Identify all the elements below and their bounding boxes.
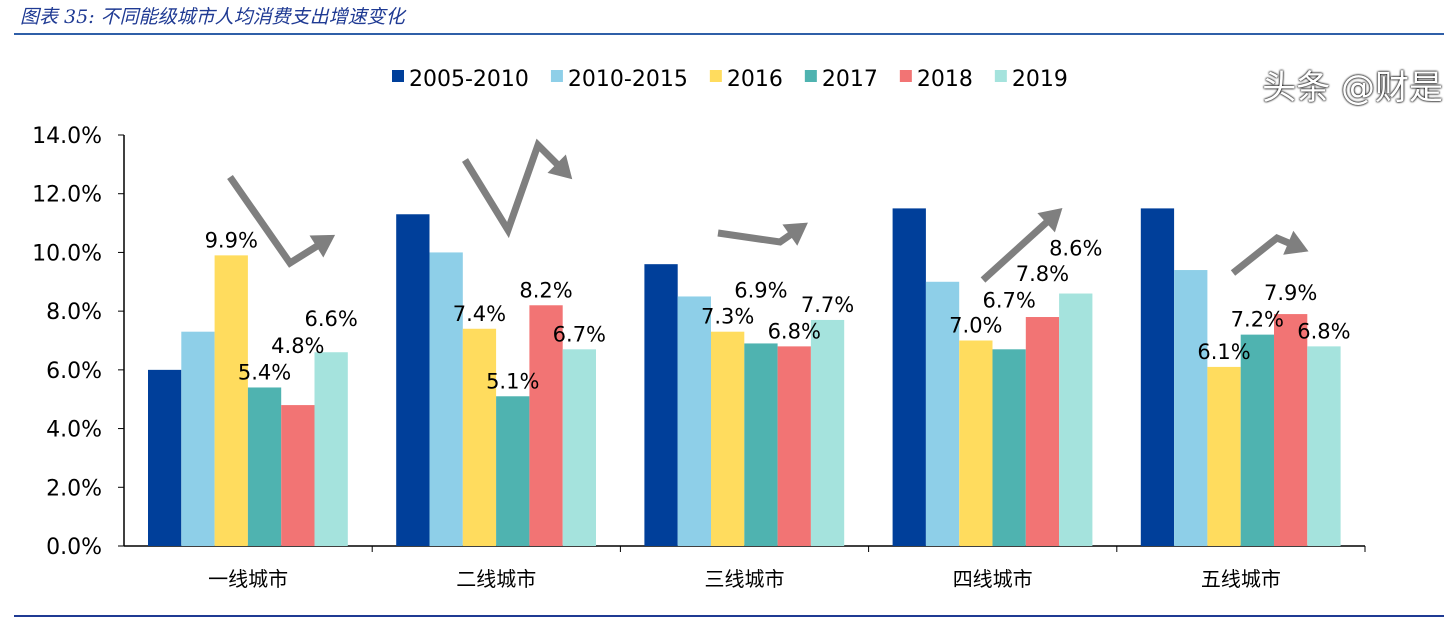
bar-2005-2010-二线城市: [396, 214, 430, 546]
data-label: 7.7%: [801, 293, 854, 317]
bar-2019-五线城市: [1307, 346, 1341, 546]
x-tick-label: 五线城市: [1201, 567, 1281, 591]
y-tick-label: 6.0%: [46, 359, 102, 384]
legend-swatch-2019: [994, 70, 1007, 82]
legend-label-2018: 2018: [917, 67, 973, 92]
data-label: 8.2%: [519, 278, 572, 302]
bar-2018-三线城市: [777, 346, 811, 546]
data-label: 5.1%: [486, 369, 539, 393]
bar-2016-二线城市: [462, 328, 497, 546]
bar-2005-2010-五线城市: [1140, 208, 1175, 546]
data-label: 9.9%: [205, 228, 258, 252]
data-label: 7.4%: [453, 302, 506, 326]
bar-2010-2015-五线城市: [1174, 270, 1208, 546]
data-label: 6.1%: [1197, 340, 1250, 364]
bar-2005-2010-三线城市: [644, 264, 678, 546]
legend-label-2019: 2019: [1012, 67, 1068, 92]
legend-swatch-2016: [709, 70, 722, 82]
bar-2016-一线城市: [214, 255, 248, 546]
bar-2019-一线城市: [314, 352, 348, 546]
legend-label-2005-2010: 2005-2010: [409, 67, 529, 92]
bar-2016-四线城市: [959, 340, 993, 546]
arrowhead-icon: [547, 154, 573, 180]
bar-2019-四线城市: [1059, 293, 1093, 546]
bar-2018-四线城市: [1025, 317, 1060, 546]
y-tick-label: 14.0%: [32, 124, 102, 149]
bar-2018-一线城市: [281, 405, 315, 546]
bar-2010-2015-二线城市: [429, 252, 463, 546]
x-tick-label: 一线城市: [208, 567, 288, 591]
arrowhead-icon: [1037, 207, 1063, 233]
data-label: 7.9%: [1264, 281, 1317, 305]
bar-2017-二线城市: [496, 396, 530, 546]
x-tick-label: 四线城市: [953, 567, 1033, 591]
x-tick-label: 二线城市: [456, 567, 536, 591]
bar-2017-五线城市: [1240, 334, 1274, 546]
trend-arrow-icon: [462, 138, 571, 239]
legend-swatch-2017: [804, 70, 817, 82]
data-label: 8.6%: [1049, 237, 1102, 261]
data-label: 7.0%: [949, 314, 1002, 338]
figure-title: 图表 35: 不同能级城市人均消费支出增速变化: [20, 6, 405, 28]
trend-arrow-icon: [980, 209, 1061, 283]
bar-2016-三线城市: [711, 331, 745, 546]
bar-2017-三线城市: [744, 343, 778, 546]
bar-2018-二线城市: [529, 305, 563, 546]
data-label: 7.3%: [701, 305, 754, 329]
legend-label-2017: 2017: [822, 67, 878, 92]
title-divider: [14, 33, 1444, 35]
y-tick-label: 2.0%: [46, 476, 102, 501]
data-label: 7.8%: [1016, 262, 1069, 286]
y-tick-label: 0.0%: [46, 535, 102, 560]
data-label: 6.6%: [304, 307, 357, 331]
y-tick-label: 4.0%: [46, 418, 102, 443]
data-label: 6.7%: [982, 288, 1035, 312]
data-label: 6.8%: [768, 319, 821, 343]
watermark: 头条 @财是: [1262, 68, 1443, 108]
bar-2010-2015-四线城市: [925, 281, 960, 546]
bar-2010-2015-一线城市: [181, 331, 215, 546]
y-tick-label: 12.0%: [32, 183, 102, 208]
legend-swatch-2005-2010: [392, 70, 404, 82]
legend-label-2010-2015: 2010-2015: [568, 67, 688, 92]
data-label: 6.7%: [553, 322, 606, 346]
arrowhead-icon: [782, 222, 808, 246]
bar-2010-2015-三线城市: [677, 296, 711, 546]
bar-2005-2010-一线城市: [148, 369, 182, 546]
arrowhead-icon: [1283, 230, 1309, 255]
bar-2017-四线城市: [992, 349, 1026, 546]
y-tick-label: 10.0%: [32, 241, 102, 266]
y-tick-label: 8.0%: [46, 300, 102, 325]
data-label: 6.9%: [734, 278, 787, 302]
bar-2019-二线城市: [562, 349, 596, 546]
data-label: 4.8%: [271, 334, 324, 358]
bar-2016-五线城市: [1207, 366, 1241, 546]
data-label: 5.4%: [238, 360, 291, 384]
bar-2018-五线城市: [1274, 314, 1308, 546]
legend-swatch-2018: [899, 70, 912, 82]
legend-label-2016: 2016: [727, 67, 783, 92]
bar-2017-一线城市: [247, 387, 282, 546]
legend-swatch-2010-2015: [550, 70, 563, 82]
x-tick-label: 三线城市: [705, 567, 785, 591]
arrowhead-icon: [309, 234, 336, 258]
bar-2019-三线城市: [810, 319, 845, 546]
data-label: 6.8%: [1297, 319, 1350, 343]
footer-divider: [14, 615, 1444, 617]
bar-2005-2010-四线城市: [892, 208, 926, 546]
data-label: 7.2%: [1231, 308, 1284, 332]
